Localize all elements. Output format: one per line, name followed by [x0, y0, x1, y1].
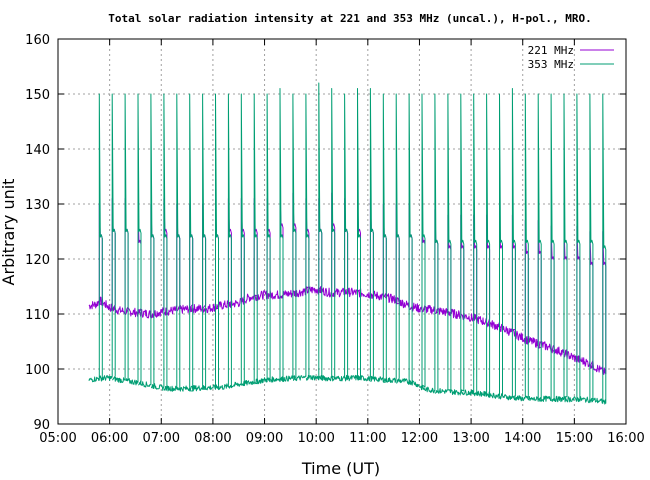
x-tick-label: 05:00 [39, 431, 76, 446]
y-axis-label: Arbitrary unit [0, 179, 18, 286]
x-tick-label: 11:00 [349, 431, 386, 446]
y-tick-label: 100 [25, 363, 50, 378]
series-line-353-mhz [88, 82, 607, 405]
y-tick-label: 130 [25, 198, 50, 213]
legend-label: 221 MHz [528, 44, 574, 57]
legend-label: 353 MHz [528, 58, 574, 71]
x-tick-label: 09:00 [246, 431, 283, 446]
y-ticks: 90 100 110 120 130 140 150 160 [25, 33, 626, 433]
x-tick-label: 10:00 [297, 431, 334, 446]
x-tick-label: 15:00 [556, 431, 593, 446]
y-tick-label: 150 [25, 88, 50, 103]
x-ticks: 05:00 06:00 07:00 08:00 09:00 10:00 11:00 12:00… [39, 39, 645, 446]
chart-title: Total solar radiation intensity at 221 a… [108, 12, 591, 25]
x-tick-label: 07:00 [143, 431, 180, 446]
y-tick-label: 160 [25, 33, 50, 48]
x-tick-label: 14:00 [504, 431, 541, 446]
x-tick-label: 06:00 [91, 431, 128, 446]
y-tick-label: 120 [25, 253, 50, 268]
x-tick-label: 12:00 [401, 431, 438, 446]
y-tick-label: 140 [25, 143, 50, 158]
y-tick-label: 110 [25, 308, 50, 323]
plot-frame [57, 38, 627, 425]
y-tick-label: 90 [33, 418, 50, 433]
x-tick-label: 08:00 [194, 431, 231, 446]
series-group [88, 82, 607, 405]
x-tick-label: 13:00 [452, 431, 489, 446]
x-axis-label: Time (UT) [301, 459, 380, 478]
axes [57, 38, 627, 425]
x-tick-label: 16:00 [607, 431, 644, 446]
